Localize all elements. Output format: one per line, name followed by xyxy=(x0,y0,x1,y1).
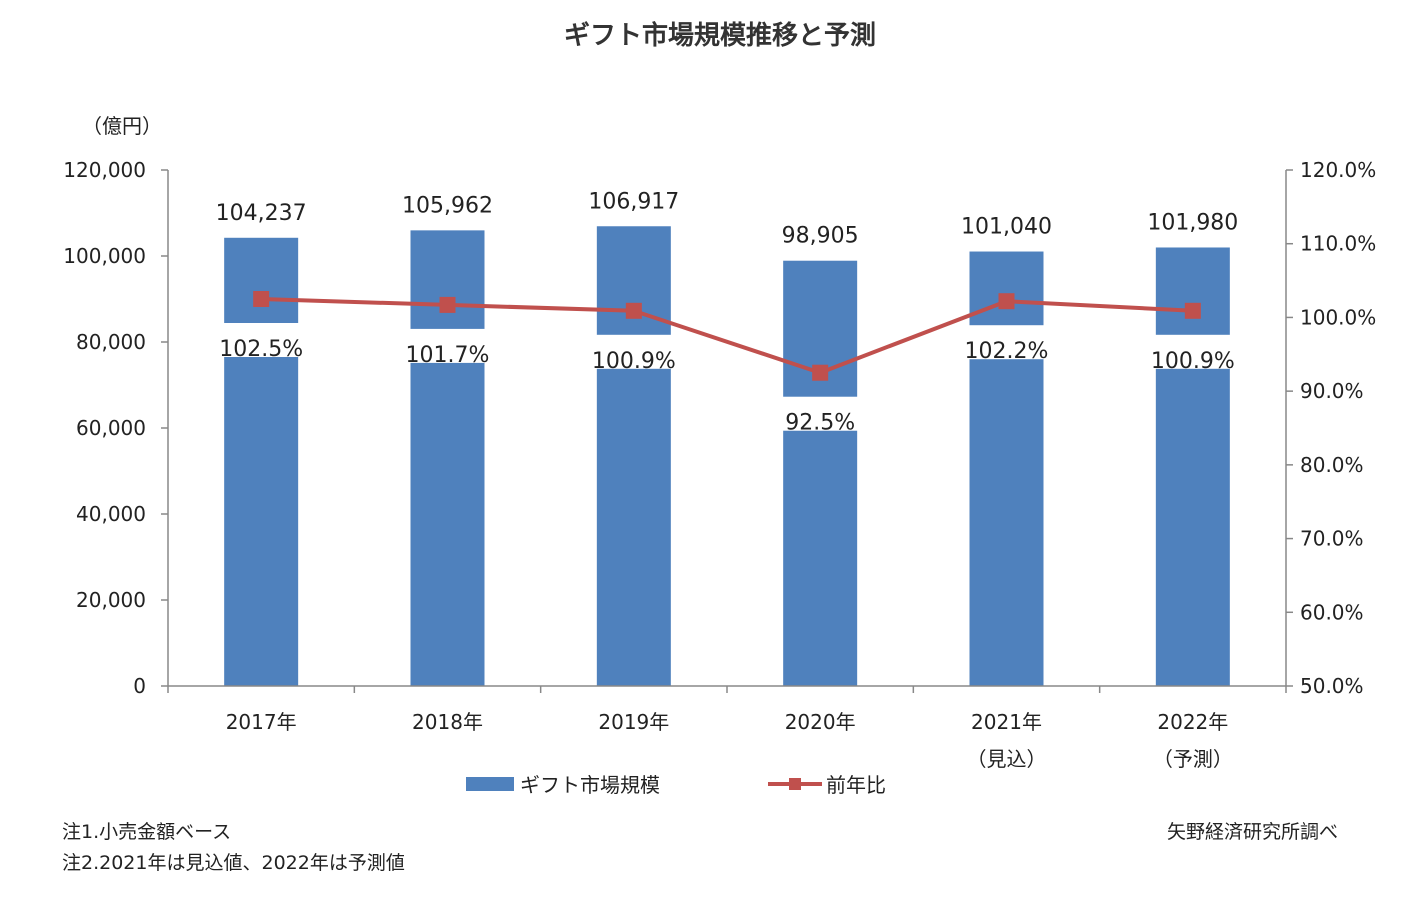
line-marker xyxy=(812,364,829,381)
line-series: 102.5% 101.7% 100.9% 92.5% 102.2% 100.9% xyxy=(211,291,1243,436)
legend-bar-swatch xyxy=(466,777,514,791)
y-left-tick-label: 80,000 xyxy=(76,330,146,354)
bar xyxy=(224,237,299,687)
line-marker xyxy=(253,291,270,307)
line-data-label-bg xyxy=(1142,334,1243,369)
y-left-axis: 0 20,000 40,000 60,000 80,000 100,000 120,000 xyxy=(63,158,169,698)
bar-data-label: 101,980 xyxy=(1147,210,1238,235)
x-tick-label: 2018年 xyxy=(412,710,483,734)
y-right-tick-label: 80.0% xyxy=(1300,453,1364,477)
note-2: 注2.2021年は見込値、2022年は予測値 xyxy=(62,852,405,874)
y-right-tick-label: 60.0% xyxy=(1300,600,1364,624)
y-right-axis: 50.0% 60.0% 70.0% 80.0% 90.0% 100.0% 110.0% 120… xyxy=(1285,158,1376,698)
legend-line-marker xyxy=(789,778,801,790)
y-left-tick-label: 100,000 xyxy=(63,244,146,268)
x-tick-sublabel: （予測） xyxy=(1153,747,1233,771)
bar-data-label: 101,040 xyxy=(961,215,1052,240)
x-tick-label: 2021年 xyxy=(971,710,1042,734)
bar-series: 104,237 105,962 106,917 98,905 101,040 101,98… xyxy=(216,189,1238,687)
bar-data-label: 104,237 xyxy=(216,201,307,226)
line-path xyxy=(261,297,1193,375)
line-data-label: 102.5% xyxy=(219,337,303,362)
y-right-tick-label: 100.0% xyxy=(1300,305,1376,329)
line-marker xyxy=(625,302,642,319)
line-marker xyxy=(439,296,456,313)
line-marker xyxy=(998,293,1015,310)
line-data-label: 101.7% xyxy=(406,343,490,368)
y-left-tick-label: 40,000 xyxy=(76,502,146,526)
x-tick-label: 2020年 xyxy=(785,710,856,734)
y-right-tick-label: 90.0% xyxy=(1300,379,1364,403)
bar xyxy=(969,251,1044,686)
line-data-label-bg xyxy=(770,396,871,431)
y-left-tick-label: 120,000 xyxy=(63,158,146,182)
line-data-label-bg xyxy=(583,334,684,369)
line-data-label-bg xyxy=(211,323,312,357)
y-right-tick-label: 120.0% xyxy=(1300,158,1376,182)
note-1: 注1.小売金額ベース xyxy=(62,821,231,843)
legend: ギフト市場規模 前年比 xyxy=(466,773,886,797)
chart-title: ギフト市場規模推移と予測 xyxy=(564,20,876,51)
y-right-tick-label: 110.0% xyxy=(1300,232,1376,256)
line-marker xyxy=(1184,302,1201,319)
y-left-tick-label: 0 xyxy=(133,674,146,698)
x-tick-label: 2019年 xyxy=(598,710,669,734)
source-credit: 矢野経済研究所調べ xyxy=(1167,821,1338,843)
line-data-label: 100.9% xyxy=(592,349,676,374)
legend-line-label: 前年比 xyxy=(826,773,886,797)
bar-data-label: 98,905 xyxy=(782,224,859,249)
y-left-unit-label: （億円） xyxy=(82,114,162,138)
bar-data-label: 105,962 xyxy=(402,193,493,218)
line-data-label-bg xyxy=(956,325,1057,360)
bar xyxy=(596,226,671,686)
x-tick-label: 2022年 xyxy=(1157,710,1228,734)
line-data-label: 92.5% xyxy=(785,411,855,436)
line-data-label: 100.9% xyxy=(1151,349,1235,374)
x-axis: 2017年 2018年 2019年 2020年 2021年 （見込） 2022年 （予測） xyxy=(167,685,1287,771)
x-tick-sublabel: （見込） xyxy=(967,747,1047,771)
x-tick-label: 2017年 xyxy=(226,710,297,734)
line-data-label-bg xyxy=(397,328,498,363)
y-left-tick-label: 20,000 xyxy=(76,588,146,612)
y-right-tick-label: 50.0% xyxy=(1300,674,1364,698)
bar xyxy=(1155,247,1230,686)
bar-data-label: 106,917 xyxy=(588,189,679,214)
line-data-label: 102.2% xyxy=(965,339,1049,364)
y-left-tick-label: 60,000 xyxy=(76,416,146,440)
y-right-tick-label: 70.0% xyxy=(1300,527,1364,551)
legend-bar-label: ギフト市場規模 xyxy=(520,773,660,797)
bar xyxy=(783,260,858,686)
